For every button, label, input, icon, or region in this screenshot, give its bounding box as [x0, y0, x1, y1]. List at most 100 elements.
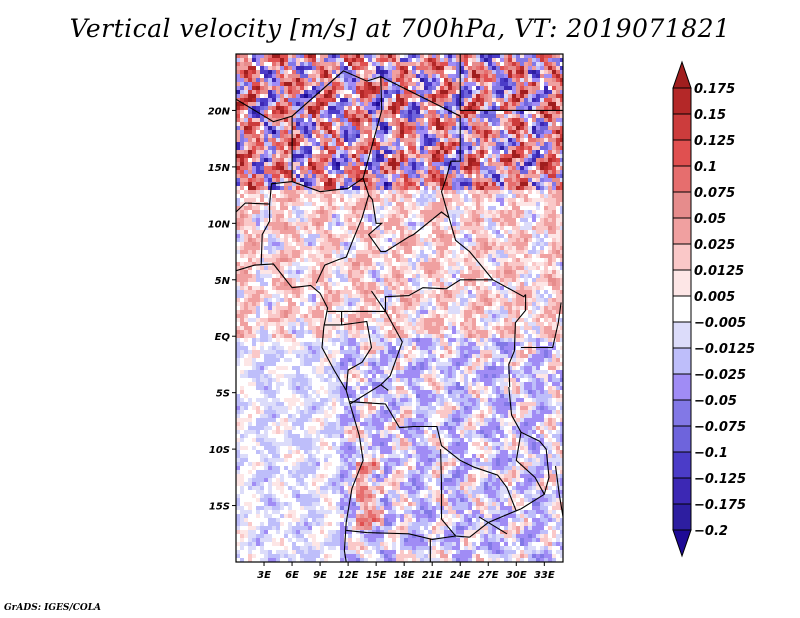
field-cell [388, 230, 392, 234]
field-cell [272, 138, 276, 142]
field-cell [272, 62, 276, 66]
field-cell [292, 154, 296, 158]
field-cell [312, 66, 316, 70]
field-cell [376, 318, 380, 322]
field-cell [356, 230, 360, 234]
field-cell [496, 278, 500, 282]
field-cell [376, 278, 380, 282]
field-cell [284, 82, 288, 86]
field-cell [316, 158, 320, 162]
field-cell [364, 194, 368, 198]
field-cell [412, 226, 416, 230]
field-cell [384, 86, 388, 90]
field-cell [436, 322, 440, 326]
field-cell [304, 278, 308, 282]
field-cell [364, 266, 368, 270]
field-cell [420, 262, 424, 266]
field-cell [540, 242, 544, 246]
field-cell [560, 182, 563, 186]
field-cell [284, 222, 288, 226]
field-cell [272, 270, 276, 274]
field-cell [484, 238, 488, 242]
field-cell [464, 154, 468, 158]
field-cell [536, 254, 540, 258]
field-cell [444, 310, 448, 314]
field-cell [292, 102, 296, 106]
field-cell [256, 178, 260, 182]
field-cell [408, 194, 412, 198]
field-cell [432, 78, 436, 82]
field-cell [276, 242, 280, 246]
field-cell [540, 70, 544, 74]
field-cell [280, 246, 284, 250]
field-cell [392, 222, 396, 226]
field-cell [280, 134, 284, 138]
field-cell [472, 214, 476, 218]
field-cell [236, 238, 240, 242]
field-cell [488, 310, 492, 314]
field-cell [444, 126, 448, 130]
field-cell [524, 150, 528, 154]
field-cell [348, 86, 352, 90]
field-cell [380, 74, 384, 78]
field-cell [544, 74, 548, 78]
field-cell [372, 254, 376, 258]
field-cell [340, 194, 344, 198]
field-cell [264, 294, 268, 298]
field-cell [276, 90, 280, 94]
field-cell [504, 66, 508, 70]
field-cell [516, 302, 520, 306]
field-cell [392, 122, 396, 126]
field-cell [556, 86, 560, 90]
field-cell [240, 66, 244, 70]
field-cell [464, 282, 468, 286]
field-cell [548, 234, 552, 238]
field-cell [432, 202, 436, 206]
field-cell [396, 250, 400, 254]
field-cell [532, 74, 536, 78]
field-cell [324, 174, 328, 178]
field-cell [436, 206, 440, 210]
field-cell [420, 86, 424, 90]
field-cell [500, 202, 504, 206]
field-cell [524, 130, 528, 134]
field-cell [544, 274, 548, 278]
field-cell [372, 98, 376, 102]
field-cell [288, 114, 292, 118]
field-cell [260, 322, 264, 326]
field-cell [280, 242, 284, 246]
field-cell [276, 282, 280, 286]
field-cell [328, 78, 332, 82]
field-cell [544, 122, 548, 126]
field-cell [436, 254, 440, 258]
field-cell [264, 66, 268, 70]
field-cell [444, 210, 448, 214]
field-cell [552, 262, 556, 266]
field-cell [496, 306, 500, 310]
field-cell [464, 234, 468, 238]
field-cell [340, 118, 344, 122]
field-cell [500, 306, 504, 310]
field-cell [420, 250, 424, 254]
field-cell [412, 174, 416, 178]
field-cell [272, 54, 276, 58]
field-cell [296, 266, 300, 270]
field-cell [312, 166, 316, 170]
field-cell [440, 182, 444, 186]
field-cell [288, 182, 292, 186]
field-cell [236, 162, 240, 166]
field-cell [300, 98, 304, 102]
field-cell [408, 250, 412, 254]
field-cell [396, 142, 400, 146]
field-cell [340, 62, 344, 66]
field-cell [292, 254, 296, 258]
field-cell [320, 194, 324, 198]
field-cell [244, 198, 248, 202]
field-cell [496, 298, 500, 302]
field-cell [544, 174, 548, 178]
field-cell [304, 186, 308, 190]
field-cell [560, 258, 563, 262]
field-cell [292, 138, 296, 142]
field-cell [560, 294, 563, 298]
field-cell [504, 178, 508, 182]
